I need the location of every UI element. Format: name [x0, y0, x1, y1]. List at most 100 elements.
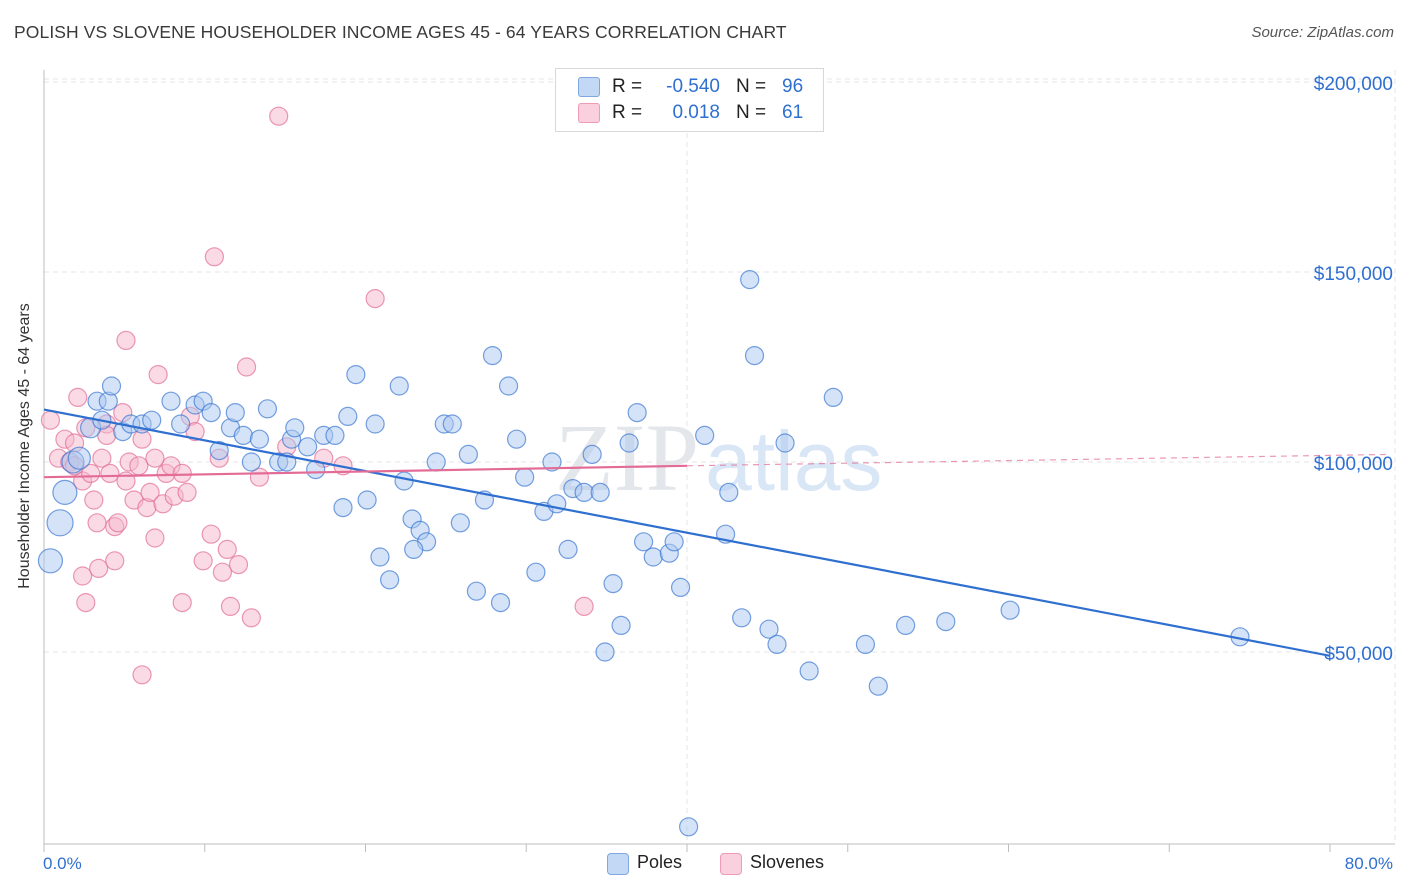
slovenes-trend-extension	[686, 453, 1391, 467]
slovenes-points	[40, 106, 594, 685]
poles-point	[868, 676, 888, 696]
chart-title: POLISH VS SLOVENE HOUSEHOLDER INCOME AGE…	[14, 22, 787, 42]
slovenes-point	[212, 562, 233, 582]
slovenes-point	[116, 330, 136, 350]
poles-point	[799, 661, 819, 681]
bottom-legend-swatch-slovenes	[720, 853, 742, 875]
poles-point	[52, 479, 78, 505]
poles-point	[744, 346, 765, 366]
legend-r-value: 0.018	[672, 102, 720, 123]
poles-point	[719, 482, 739, 502]
poles-point	[558, 539, 578, 560]
slovenes-point	[84, 490, 104, 510]
bottom-legend-swatch-poles	[607, 853, 629, 875]
poles-point	[574, 482, 594, 502]
poles-point	[394, 471, 414, 491]
poles-point	[346, 365, 366, 385]
slovenes-trend-line	[43, 464, 688, 479]
slovenes-point	[574, 596, 594, 617]
poles-point	[679, 817, 699, 837]
legend-n-value: 61	[782, 102, 804, 123]
y-tick-label: $150,000	[1314, 264, 1393, 285]
slovenes-point	[68, 387, 88, 407]
legend-r-label: R =	[612, 76, 643, 97]
slovenes-point	[108, 513, 128, 533]
poles-point	[670, 577, 691, 598]
poles-point	[46, 509, 74, 537]
poles-point	[233, 425, 253, 445]
slovenes-point	[236, 357, 257, 377]
x-tick-label-min: 0.0%	[43, 854, 82, 873]
poles-point	[595, 642, 615, 662]
poles-point	[67, 446, 91, 470]
slovenes-point	[204, 247, 224, 267]
legend-n-label: N =	[736, 102, 767, 123]
poles-point	[241, 452, 261, 472]
poles-point	[1000, 600, 1020, 620]
poles-point	[426, 452, 446, 472]
poles-point	[142, 410, 162, 430]
slovenes-point	[269, 106, 289, 126]
poles-point	[338, 406, 358, 426]
slovenes-point	[92, 448, 112, 468]
slovenes-point	[76, 592, 96, 613]
slovenes-point	[217, 539, 237, 560]
slovenes-point	[365, 289, 385, 309]
poles-point	[526, 562, 546, 582]
poles-point	[37, 548, 64, 574]
legend-swatch-slovenes	[578, 103, 600, 123]
poles-point	[896, 615, 916, 636]
poles-point	[298, 437, 318, 457]
bottom-legend-label-poles: Poles	[637, 852, 683, 872]
poles-point	[201, 403, 221, 423]
poles-point	[547, 494, 567, 514]
poles-point	[740, 270, 760, 290]
poles-point	[370, 547, 390, 567]
poles-trend-line	[43, 408, 1331, 657]
poles-point	[285, 418, 305, 438]
poles-point	[404, 539, 424, 560]
slovenes-point	[228, 554, 249, 575]
poles-point	[161, 391, 181, 411]
y-tick-label: $50,000	[1324, 644, 1393, 665]
slovenes-point	[87, 513, 107, 533]
poles-point	[249, 429, 270, 449]
slovenes-point	[132, 665, 152, 685]
poles-point	[225, 403, 245, 423]
poles-point	[767, 634, 787, 655]
poles-point	[775, 433, 795, 453]
poles-point	[619, 433, 639, 453]
poles-point	[855, 634, 876, 655]
legend-box: R = -0.540 N = 96 R = 0.018 N = 61	[555, 68, 824, 132]
trend-lines	[43, 408, 1391, 657]
y-tick-label: $200,000	[1314, 74, 1393, 95]
poles-point	[209, 441, 229, 461]
poles-point	[257, 399, 278, 419]
y-tick-labels: $50,000 $100,000 $150,000 $200,000	[1314, 74, 1393, 665]
poles-point	[643, 547, 663, 567]
source-label: Source: ZipAtlas.com	[1251, 24, 1394, 41]
poles-point	[507, 429, 527, 449]
poles-point	[442, 414, 462, 434]
poles-point	[482, 346, 503, 366]
slovenes-point	[201, 524, 221, 544]
legend-r-label: R =	[612, 102, 643, 123]
slovenes-point	[100, 463, 120, 483]
legend-r-value: -0.540	[666, 76, 720, 97]
poles-point	[582, 444, 602, 464]
poles-point	[498, 376, 519, 396]
poles-point	[627, 403, 647, 423]
poles-point	[325, 425, 345, 445]
poles-point	[380, 570, 400, 590]
poles-point	[365, 414, 385, 434]
poles-point	[389, 376, 409, 396]
slovenes-point	[172, 592, 192, 613]
poles-point	[515, 467, 535, 487]
poles-point	[357, 490, 377, 510]
slovenes-point	[145, 528, 165, 548]
slovenes-point	[40, 410, 61, 430]
poles-point	[171, 414, 191, 434]
slovenes-point	[72, 566, 93, 586]
poles-point	[936, 611, 956, 632]
